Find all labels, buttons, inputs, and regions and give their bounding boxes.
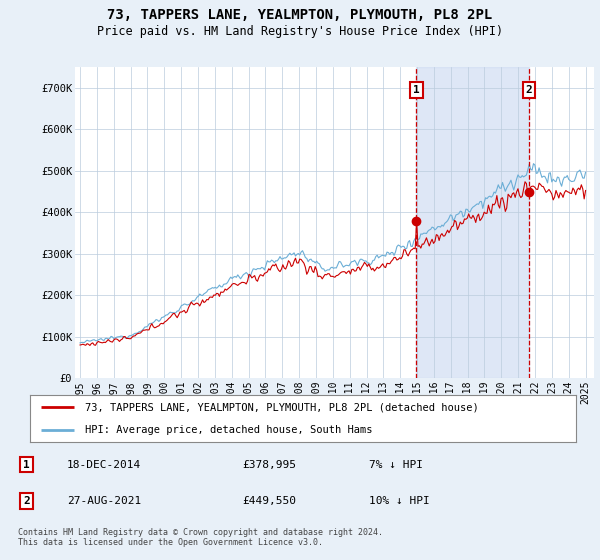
Text: 10% ↓ HPI: 10% ↓ HPI (369, 496, 430, 506)
Text: £449,550: £449,550 (242, 496, 296, 506)
Text: £378,995: £378,995 (242, 460, 296, 470)
Text: 73, TAPPERS LANE, YEALMPTON, PLYMOUTH, PL8 2PL: 73, TAPPERS LANE, YEALMPTON, PLYMOUTH, P… (107, 8, 493, 22)
Text: 2: 2 (526, 85, 532, 95)
Text: 1: 1 (413, 85, 420, 95)
Text: 27-AUG-2021: 27-AUG-2021 (67, 496, 141, 506)
Text: 7% ↓ HPI: 7% ↓ HPI (369, 460, 423, 470)
Text: 2: 2 (23, 496, 30, 506)
Text: 18-DEC-2014: 18-DEC-2014 (67, 460, 141, 470)
Text: 73, TAPPERS LANE, YEALMPTON, PLYMOUTH, PL8 2PL (detached house): 73, TAPPERS LANE, YEALMPTON, PLYMOUTH, P… (85, 402, 478, 412)
Text: 1: 1 (23, 460, 30, 470)
Text: Price paid vs. HM Land Registry's House Price Index (HPI): Price paid vs. HM Land Registry's House … (97, 25, 503, 38)
Bar (416, 67, 529, 378)
Text: Contains HM Land Registry data © Crown copyright and database right 2024.
This d: Contains HM Land Registry data © Crown c… (18, 528, 383, 547)
Text: HPI: Average price, detached house, South Hams: HPI: Average price, detached house, Sout… (85, 425, 372, 435)
